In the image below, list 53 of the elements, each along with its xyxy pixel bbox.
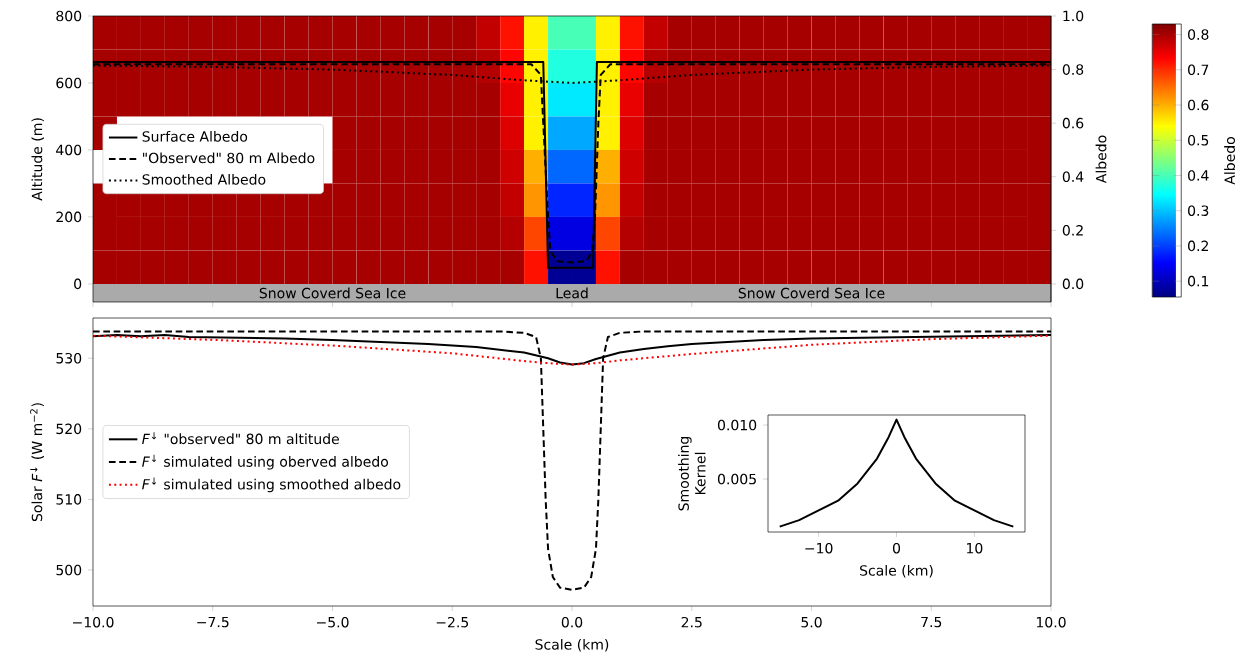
y-axis-title: Smoothing Kernel [678, 436, 706, 511]
y-axis-title: Altitude (m) [31, 118, 44, 201]
x-axis-title: Scale (km) [860, 564, 933, 578]
legend-label: F$^{↓}$ simulated using oberved albedo [142, 454, 389, 470]
color-bar-label: 0.1 [1188, 275, 1209, 287]
y-tick-label: 600 [56, 77, 82, 89]
y-tick-label: 200 [56, 211, 82, 223]
x-tick-label: −10 [805, 542, 833, 554]
x-tick-label: 10.0 [1036, 616, 1066, 628]
legend-label: "Observed" 80 m Albedo [143, 152, 315, 164]
x-tick-label: −5.0 [316, 616, 349, 628]
color-bar-label: 0.6 [1188, 99, 1209, 111]
color-bar-title: Albedo [1224, 137, 1236, 185]
y2-tick-label: 0.8 [1062, 64, 1084, 75]
color-bar-label: 0.8 [1188, 29, 1209, 40]
color-bar-label: 0.2 [1188, 240, 1208, 252]
color-bar-label: 0.7 [1188, 64, 1209, 76]
x-tick-label: −10.0 [73, 616, 114, 628]
legend-label: F$^{↓}$ "observed" 80 m altitude [142, 432, 339, 445]
y-tick-label: 500 [56, 564, 82, 576]
x-tick-label: 7.5 [921, 616, 942, 628]
x-tick-label: 10 [967, 542, 983, 554]
y2-tick-label: 0.4 [1062, 171, 1084, 183]
annotation: Lead [556, 287, 588, 299]
x-tick-label: 5.0 [801, 616, 822, 628]
y2-tick-label: 1.0 [1063, 10, 1084, 22]
y-tick-label: 800 [56, 10, 82, 22]
x-tick-label: 0.0 [561, 616, 583, 628]
color-bar-label: 0.3 [1188, 205, 1209, 216]
y-tick-label: 0 [74, 278, 82, 290]
y-tick-label: 530 [56, 352, 82, 364]
y-tick-label: 400 [56, 144, 82, 156]
y-axis-title: Solar F$^{↓}$ (W m$^{−2}$) [30, 403, 44, 522]
y2-tick-label: 0.0 [1062, 278, 1084, 290]
legend-label: Surface Albedo [142, 130, 248, 142]
x-tick-label: −7.5 [197, 616, 229, 628]
x-axis-title: Scale (km) [535, 638, 609, 652]
legend-label: Smoothed Albedo [142, 173, 266, 185]
annotation: Snow Coverd Sea Ice [259, 287, 406, 299]
x-tick-label: 0 [892, 542, 901, 554]
y2-axis-title: Albedo [1095, 135, 1107, 184]
y-tick-label: 0.010 [717, 419, 757, 431]
color-bar-label: 0.5 [1188, 134, 1209, 146]
y-tick-label: 520 [56, 423, 82, 435]
color-bar-label: 0.4 [1188, 170, 1209, 181]
legend-label: F$^{↓}$ simulated using smoothed albedo [142, 477, 401, 493]
y-tick-label: 0.005 [717, 473, 756, 485]
annotation: Snow Coverd Sea Ice [738, 287, 885, 299]
x-tick-label: −2.5 [436, 616, 469, 628]
y2-tick-label: 0.6 [1062, 117, 1084, 129]
x-tick-label: 2.5 [681, 616, 702, 628]
y2-tick-label: 0.2 [1062, 225, 1083, 236]
y-tick-label: 510 [56, 494, 82, 505]
